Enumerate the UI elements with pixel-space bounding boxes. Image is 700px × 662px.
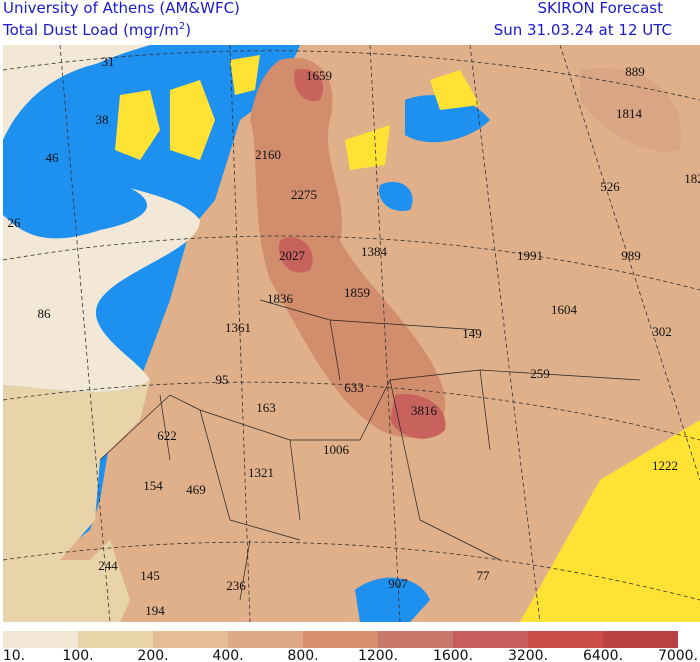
map: 31 1659 889 38 1814 46 2160 526 182 2275 26 1384 199… <box>3 45 700 622</box>
colorbar-label: 3200. <box>508 648 548 662</box>
east-dust <box>580 68 682 152</box>
dust-value-label: 1321 <box>248 465 274 480</box>
dust-value-label: 244 <box>98 558 118 573</box>
dust-value-label: 633 <box>344 380 364 395</box>
colorbar-bin <box>603 631 678 648</box>
dust-value-label: 1859 <box>344 285 370 300</box>
dust-value-label: 1814 <box>616 106 643 121</box>
coastal-dust <box>3 380 150 560</box>
colorbar-bin <box>378 631 453 648</box>
colorbar-bin <box>153 631 228 648</box>
product-close: ) <box>185 21 191 39</box>
colorbar-bin <box>228 631 303 648</box>
dust-plume <box>250 58 446 438</box>
institution: University of Athens (AM&WFC) <box>3 0 240 17</box>
dust-value-label: 194 <box>145 603 165 618</box>
dust-value-label: 1384 <box>361 244 388 259</box>
dust-value-label: 989 <box>621 248 641 263</box>
dust-value-label: 3816 <box>411 403 438 418</box>
dust-value-label: 31 <box>102 54 115 69</box>
dust-value-label: 907 <box>388 576 408 591</box>
colorbar-label: 6400. <box>583 648 623 662</box>
colorbar-label: 7000. <box>658 648 698 662</box>
dust-value-label: 1991 <box>517 248 543 263</box>
dust-value-label: 1604 <box>551 302 578 317</box>
valid-time: Sun 31.03.24 at 12 UTC <box>494 21 672 39</box>
graticule <box>3 45 700 622</box>
dust-value-label: 95 <box>216 372 229 387</box>
dust-value-label: 236 <box>226 578 246 593</box>
colorbar-label: 800. <box>287 648 318 662</box>
dust-value-label: 154 <box>143 478 163 493</box>
dust-value-label: 302 <box>652 324 672 339</box>
colorbar-label: 400. <box>212 648 243 662</box>
dust-value-label: 182 <box>684 171 700 186</box>
ocean-swirl <box>3 59 150 239</box>
dust-value-label: 26 <box>8 215 22 230</box>
colorbar-label: 10. <box>3 648 25 662</box>
dust-value-label: 149 <box>462 326 482 341</box>
forecast: SKIRON Forecast <box>538 0 664 17</box>
colorbar-label: 1600. <box>433 648 473 662</box>
product-text: Total Dust Load (mgr/m <box>2 21 179 39</box>
borders <box>99 299 641 601</box>
colorbar-label: 200. <box>137 648 168 662</box>
dust-value-label: 38 <box>96 112 109 127</box>
dust-value-label: 77 <box>477 568 491 583</box>
southwest-dust <box>3 540 130 622</box>
dust-value-label: 1836 <box>267 291 294 306</box>
dust-value-label: 1006 <box>323 442 350 457</box>
yellow-patches <box>115 55 260 160</box>
dust-value-label: 526 <box>600 179 620 194</box>
dust-value-label: 622 <box>157 428 177 443</box>
colorbar-bin <box>3 631 78 648</box>
dust-value-label: 145 <box>140 568 160 583</box>
dust-value-label: 46 <box>46 150 60 165</box>
colorbar-label: 1200. <box>358 648 398 662</box>
dust-value-label: 889 <box>625 64 645 79</box>
colorbar: 10. 100. 200. 400. 800. 1200. 1600. 3200. 6400. 7… <box>3 631 698 662</box>
dust-value-label: 1361 <box>225 320 251 335</box>
yellow-zones <box>345 70 700 622</box>
colorbar-bin <box>528 631 603 648</box>
dust-core <box>279 69 446 439</box>
dust-value-label: 2027 <box>279 248 306 263</box>
colorbar-bin <box>303 631 378 648</box>
dust-value-label: 259 <box>530 366 550 381</box>
dust-value-label: 1222 <box>652 458 678 473</box>
dust-value-label: 2160 <box>255 147 281 162</box>
colorbar-bin <box>453 631 528 648</box>
dust-value-label: 1659 <box>306 68 332 83</box>
colorbar-label: 100. <box>62 648 93 662</box>
dust-value-label: 469 <box>186 482 206 497</box>
dust-value-label: 86 <box>38 306 52 321</box>
product: Total Dust Load (mgr/m2) <box>2 21 191 39</box>
dust-value-label: 163 <box>256 400 276 415</box>
dust-value-label: 2275 <box>291 187 317 202</box>
colorbar-bin <box>78 631 153 648</box>
product-superscript: 2 <box>179 21 185 32</box>
